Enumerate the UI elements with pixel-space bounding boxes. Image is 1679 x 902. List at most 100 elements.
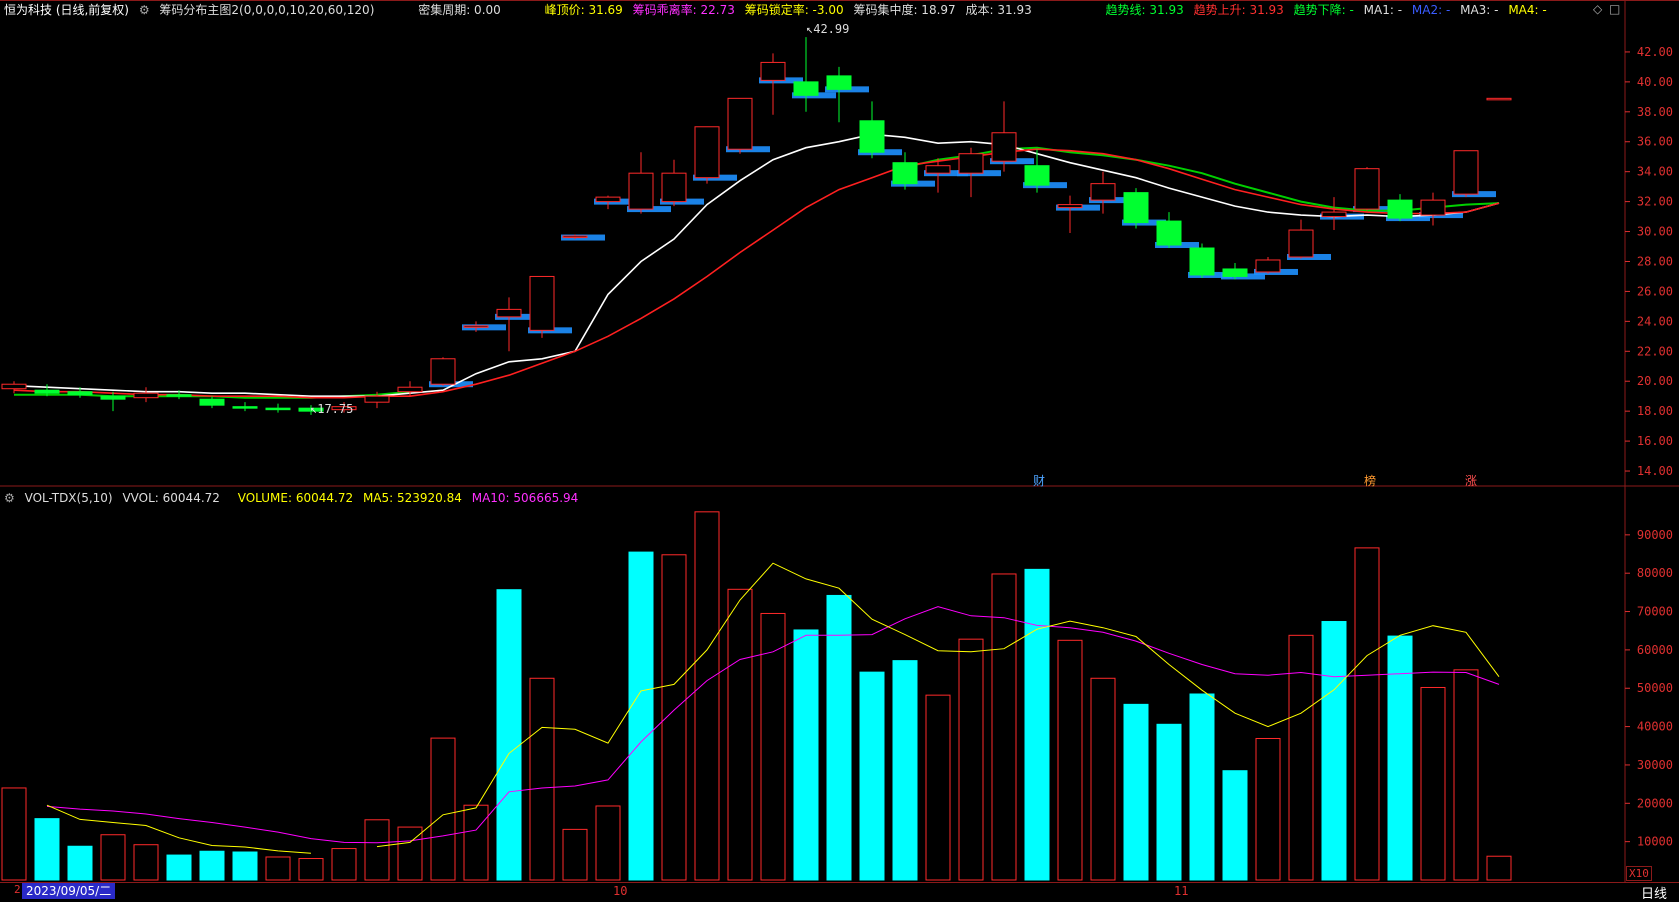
period-tab-daily[interactable]: 日线 — [1640, 887, 1667, 902]
volume-bar — [133, 844, 159, 881]
volume-bar — [166, 854, 192, 881]
ma-line-white — [13, 133, 1500, 397]
volume-bar — [694, 511, 720, 881]
indicator-gear-icon[interactable]: ⚙ — [138, 3, 150, 17]
volume-bar — [529, 677, 555, 881]
ma2-value: MA2: - — [1411, 3, 1451, 17]
candle-body — [760, 61, 786, 81]
volume-bar — [100, 834, 126, 881]
candle-body — [595, 196, 621, 203]
candle-body — [694, 126, 720, 179]
volume-tick-label: 70000 — [1637, 605, 1673, 619]
volume-bar — [925, 694, 951, 881]
volume-bar — [397, 826, 423, 881]
dense-period: 密集周期: 0.00 — [418, 3, 501, 17]
volume-bar — [331, 848, 357, 881]
candle-body — [1486, 97, 1512, 101]
price-tick-label: 20.00 — [1637, 374, 1673, 388]
candle-body — [826, 75, 852, 90]
candle-body — [133, 392, 159, 399]
volume-bar — [364, 819, 390, 881]
candle-body — [100, 395, 126, 400]
volume-bar — [265, 856, 291, 881]
price-tick-label: 36.00 — [1637, 135, 1673, 149]
volume-value: VOLUME: 60044.72 — [237, 491, 354, 505]
candle-body — [67, 391, 93, 396]
price-tick-label: 34.00 — [1637, 165, 1673, 179]
volume-panel-header: ⚙ VOL-TDX(5,10) VVOL: 60044.72 VOLUME: 6… — [0, 488, 1625, 508]
trend-up-value: 趋势上升: 31.93 — [1193, 3, 1284, 17]
candle-body — [958, 153, 984, 174]
candle-body — [1354, 168, 1380, 210]
volume-tick-label: 80000 — [1637, 566, 1673, 580]
candle-body — [1420, 199, 1446, 216]
volume-bar — [760, 612, 786, 881]
volume-tick-label: 50000 — [1637, 681, 1673, 695]
candle-body — [1189, 247, 1215, 276]
time-axis — [0, 882, 1679, 901]
price-tick-label: 30.00 — [1637, 225, 1673, 239]
expand-icon[interactable]: ◇ — [1593, 2, 1603, 16]
volume-axis: 10000 20000 30000 40000 50000 60000 70000 80000… — [1625, 528, 1673, 849]
cost: 成本: 31.93 — [965, 3, 1032, 17]
candle-body — [1387, 199, 1413, 219]
volume-bar — [859, 671, 885, 881]
trend-down-value: 趋势下降: - — [1293, 3, 1354, 17]
candle-body — [166, 394, 192, 397]
price-tick-label: 14.00 — [1637, 464, 1673, 478]
volume-bar — [727, 588, 753, 881]
chip-distribution-bars — [429, 77, 1496, 388]
candle-body — [793, 81, 819, 96]
volume-bar — [1189, 693, 1215, 881]
volume-bar — [1123, 703, 1149, 881]
volume-bar — [1420, 686, 1446, 881]
volume-bar — [595, 805, 621, 881]
candlesticks — [1, 37, 1512, 415]
chip-lock-rate: 筹码锁定率: -3.00 — [744, 3, 844, 17]
ma3-value: MA3: - — [1460, 3, 1499, 17]
candle-body — [727, 97, 753, 150]
volume-bar — [991, 573, 1017, 881]
volume-bar — [67, 845, 93, 881]
candle-body — [1222, 268, 1248, 277]
peak-price: 峰顶价: 31.69 — [544, 3, 623, 17]
volume-tick-label: 60000 — [1637, 643, 1673, 657]
volume-bar — [1453, 669, 1479, 881]
candle-body — [1, 383, 27, 390]
price-tick-label: 16.00 — [1637, 434, 1673, 448]
indicator-name[interactable]: 筹码分布主图2(0,0,0,0,10,20,60,120) — [159, 3, 375, 17]
chip-concentration: 筹码集中度: 18.97 — [853, 3, 956, 17]
panel-box-icon[interactable]: □ — [1609, 2, 1621, 16]
stock-title[interactable]: 恒为科技 (日线,前复权) — [4, 3, 129, 17]
event-mark-limit-up[interactable]: 涨 — [1465, 474, 1478, 488]
volume-bar — [1057, 639, 1083, 881]
candle-body — [1255, 259, 1281, 273]
volume-bar — [430, 737, 456, 881]
vvol-value: VVOL: 60044.72 — [122, 491, 220, 505]
volume-bar — [1486, 855, 1512, 881]
vol-ma10-value: MA10: 506665.94 — [471, 491, 579, 505]
volume-bar — [958, 638, 984, 881]
volume-indicator-name[interactable]: VOL-TDX(5,10) — [24, 491, 113, 505]
month-tick-oct: 10 — [613, 884, 628, 898]
volume-bar — [826, 594, 852, 881]
candle-body — [1156, 220, 1182, 246]
volume-bar — [232, 851, 258, 881]
event-mark-finance[interactable]: 财 — [1033, 474, 1046, 488]
volume-bar — [298, 858, 324, 881]
price-tick-label: 22.00 — [1637, 344, 1673, 358]
volume-bar — [463, 804, 489, 881]
time-scroll-marker[interactable]: 2 — [14, 883, 21, 896]
candle-body — [298, 407, 324, 412]
price-axis: 14.00 16.00 18.00 20.00 22.00 24.00 26.00 28.00… — [1625, 45, 1673, 478]
volume-gear-icon[interactable]: ⚙ — [4, 491, 15, 505]
volume-bar — [1, 787, 27, 881]
candle-body — [463, 325, 489, 328]
candle-body — [859, 120, 885, 153]
price-panel-header: 恒为科技 (日线,前复权) ⚙ 筹码分布主图2(0,0,0,0,10,20,60… — [0, 0, 1625, 20]
candle-body — [1288, 229, 1314, 258]
event-mark-billboard[interactable]: 榜 — [1364, 474, 1377, 488]
volume-tick-label: 20000 — [1637, 796, 1673, 810]
candle-body — [892, 162, 918, 185]
